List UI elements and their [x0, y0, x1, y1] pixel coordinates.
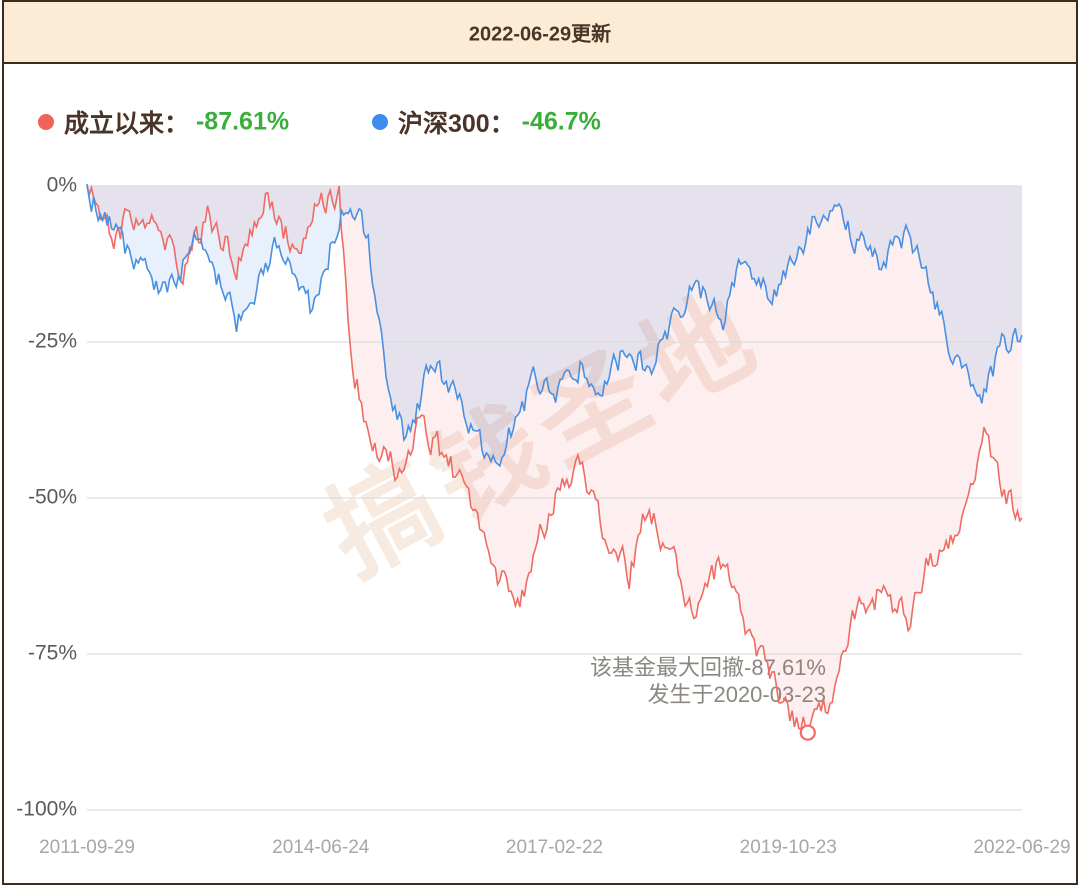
svg-text:2022-06-29: 2022-06-29	[973, 837, 1070, 858]
svg-text:2017-02-22: 2017-02-22	[506, 837, 603, 858]
svg-text:-75%: -75%	[28, 642, 77, 665]
svg-text:-50%: -50%	[28, 486, 77, 509]
svg-text:2014-06-24: 2014-06-24	[272, 837, 370, 858]
svg-text:2011-09-29: 2011-09-29	[39, 837, 135, 858]
svg-text:0%: 0%	[47, 174, 77, 197]
svg-text:-100%: -100%	[16, 798, 77, 821]
svg-text:-25%: -25%	[28, 330, 77, 353]
svg-text:2019-10-23: 2019-10-23	[740, 837, 837, 858]
